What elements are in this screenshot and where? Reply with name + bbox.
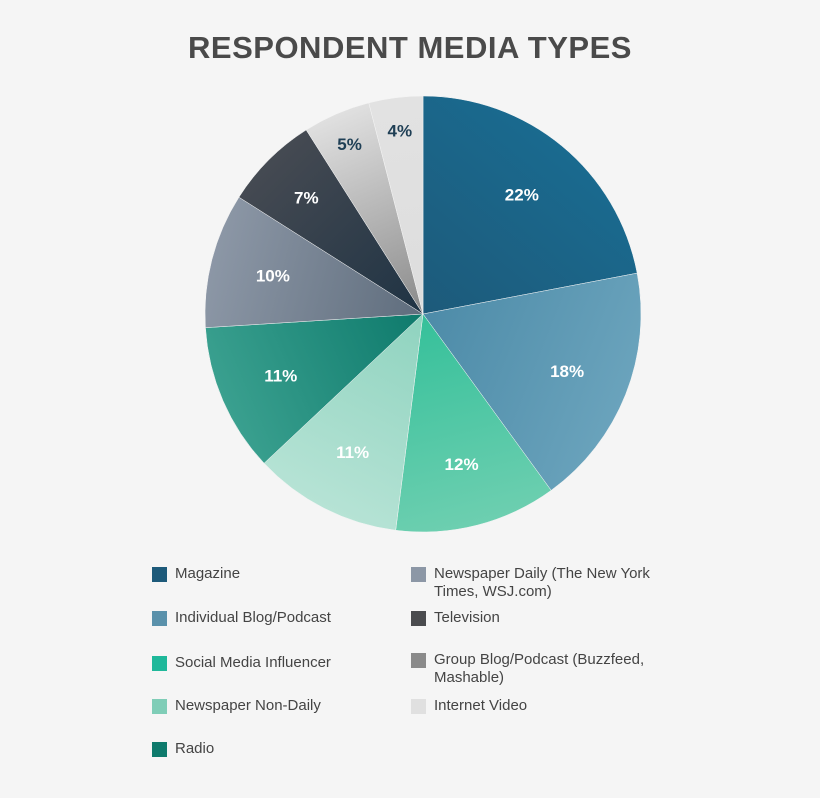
slice-data-label: 11% bbox=[336, 443, 369, 462]
legend-label: Internet Video bbox=[434, 697, 528, 714]
pie-labels: 22% 18% 12% 11% 11% 10% 7% 5% 4% bbox=[256, 121, 584, 474]
pie-slice-magazine bbox=[422, 95, 638, 315]
legend-swatch bbox=[411, 699, 426, 714]
slice-data-label: 22% bbox=[505, 186, 539, 205]
legend-item: Newspaper Non-Daily bbox=[152, 697, 425, 715]
legend-item: Individual Blog/Podcast bbox=[152, 609, 425, 627]
legend-swatch bbox=[411, 611, 426, 626]
legend-swatch bbox=[152, 656, 167, 671]
slice-data-label: 10% bbox=[256, 266, 290, 285]
legend-item: Social Media Influencer bbox=[152, 654, 425, 672]
legend-item: Radio bbox=[152, 740, 425, 758]
legend-label: Newspaper Non-Daily bbox=[175, 697, 321, 714]
pie-slice-social-media-influencer bbox=[395, 313, 552, 533]
pie-slice-newspaper-daily-the-new-york-times-wsj-com bbox=[204, 196, 424, 328]
legend-swatch bbox=[152, 567, 167, 582]
pie-slice-internet-video bbox=[368, 95, 424, 315]
legend-item: Internet Video bbox=[411, 697, 684, 715]
slice-data-label: 7% bbox=[294, 188, 319, 207]
slice-data-label: 18% bbox=[550, 362, 584, 381]
legend-item: Magazine bbox=[152, 565, 425, 583]
legend-item: Group Blog/Podcast (Buzzfeed, Mashable) bbox=[411, 651, 684, 687]
legend-label: Social Media Influencer bbox=[175, 654, 331, 671]
legend-swatch bbox=[152, 611, 167, 626]
slice-data-label: 4% bbox=[388, 121, 413, 140]
legend-label: Television bbox=[434, 609, 500, 626]
slice-data-label: 11% bbox=[264, 367, 297, 386]
legend-label: Newspaper Daily (The New York Times, WSJ… bbox=[434, 565, 650, 600]
legend-item: Newspaper Daily (The New York Times, WSJ… bbox=[411, 565, 684, 601]
legend-label: Magazine bbox=[175, 565, 241, 582]
legend-item: Television bbox=[411, 609, 684, 627]
slice-data-label: 12% bbox=[445, 455, 479, 474]
chart-title: RESPONDENT MEDIA TYPES bbox=[188, 30, 632, 65]
legend-swatch bbox=[152, 699, 167, 714]
pie-slice-individual-blog-podcast bbox=[422, 272, 642, 491]
legend-label: Individual Blog/Podcast bbox=[175, 609, 331, 626]
legend-swatch bbox=[411, 653, 426, 668]
pie-slices bbox=[204, 95, 642, 533]
pie-slice-radio bbox=[205, 313, 424, 464]
slice-data-label: 5% bbox=[337, 135, 362, 154]
legend-swatch bbox=[411, 567, 426, 582]
pie-slice-newspaper-non-daily bbox=[263, 313, 424, 531]
legend-label: Group Blog/Podcast (Buzzfeed, Mashable) bbox=[434, 651, 645, 686]
legend-label: Radio bbox=[175, 740, 215, 757]
legend-swatch bbox=[152, 742, 167, 757]
